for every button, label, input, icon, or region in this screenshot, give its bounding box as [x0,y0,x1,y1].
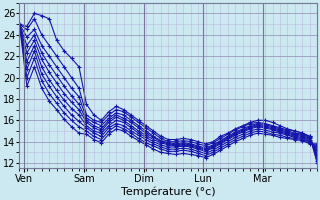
X-axis label: Température (°c): Température (°c) [121,187,216,197]
